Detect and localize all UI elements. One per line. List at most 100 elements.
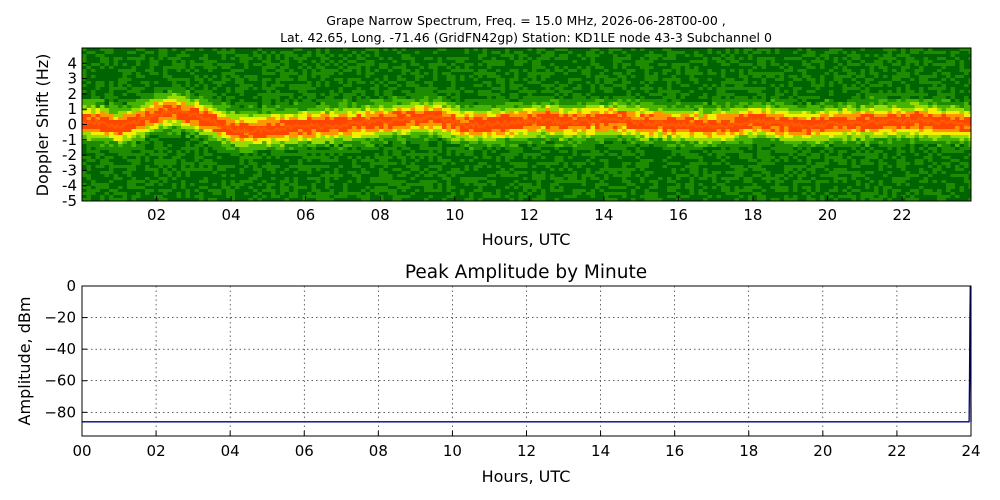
heatmap-cell [248,105,253,108]
heatmap-cell [338,123,343,126]
heatmap-cell [424,126,429,129]
heatmap-cell [257,60,262,63]
heatmap-cell [239,105,244,108]
heatmap-cell [469,48,474,51]
heatmap-cell [302,57,307,60]
heatmap-cell [388,108,393,111]
heatmap-cell [244,165,249,168]
heatmap-cell [158,126,163,129]
heatmap-cell [239,171,244,174]
heatmap-cell [487,129,492,132]
heatmap-cell [473,75,478,78]
heatmap-cell [379,165,384,168]
heatmap-cell [424,102,429,105]
heatmap-cell [419,84,424,87]
heatmap-cell [415,51,420,54]
heatmap-cell [514,156,519,159]
heatmap-cell [379,186,384,189]
heatmap-cell [487,105,492,108]
heatmap-cell [194,84,199,87]
heatmap-cell [100,141,105,144]
heatmap-cell [415,168,420,171]
heatmap-cell [509,69,514,72]
heatmap-cell [244,87,249,90]
heatmap-cell [419,177,424,180]
heatmap-cell [266,147,271,150]
heatmap-cell [455,54,460,57]
heatmap-cell [361,141,366,144]
heatmap-cell [442,132,447,135]
heatmap-cell [460,156,465,159]
heatmap-cell [190,93,195,96]
heatmap-cell [437,126,442,129]
heatmap-cell [82,198,87,201]
heatmap-cell [86,90,91,93]
heatmap-cell [451,75,456,78]
heatmap-cell [131,132,136,135]
heatmap-cell [311,60,316,63]
heatmap-cell [392,156,397,159]
heatmap-cell [149,54,154,57]
heatmap-cell [104,63,109,66]
heatmap-cell [293,105,298,108]
heatmap-cell [320,168,325,171]
heatmap-cell [145,84,150,87]
heatmap-cell [464,114,469,117]
heatmap-cell [356,147,361,150]
heatmap-cell [343,117,348,120]
heatmap-cell [482,105,487,108]
heatmap-cell [352,48,357,51]
heatmap-cell [505,165,510,168]
heatmap-cell [307,63,312,66]
heatmap-cell [469,96,474,99]
heatmap-cell [221,51,226,54]
heatmap-cell [365,132,370,135]
heatmap-cell [266,186,271,189]
heatmap-cell [473,93,478,96]
heatmap-cell [172,60,177,63]
heatmap-cell [374,177,379,180]
heatmap-cell [221,141,226,144]
heatmap-cell [343,48,348,51]
heatmap-cell [113,159,118,162]
heatmap-cell [478,198,483,201]
heatmap-cell [248,135,253,138]
heatmap-cell [428,120,433,123]
heatmap-cell [469,84,474,87]
heatmap-cell [167,51,172,54]
heatmap-cell [379,99,384,102]
heatmap-cell [190,147,195,150]
heatmap-cell [149,93,154,96]
heatmap-cell [442,96,447,99]
heatmap-cell [262,66,267,69]
heatmap-cell [406,144,411,147]
heatmap-cell [518,141,523,144]
heatmap-cell [455,192,460,195]
heatmap-cell [176,78,181,81]
heatmap-cell [176,156,181,159]
heatmap-cell [253,66,258,69]
heatmap-cell [158,72,163,75]
heatmap-cell [482,180,487,183]
heatmap-cell [370,75,375,78]
heatmap-cell [455,162,460,165]
heatmap-cell [487,198,492,201]
heatmap-cell [284,78,289,81]
heatmap-cell [293,126,298,129]
heatmap-cell [338,159,343,162]
heatmap-cell [356,195,361,198]
heatmap-cell [289,132,294,135]
heatmap-cell [388,177,393,180]
heatmap-cell [410,195,415,198]
heatmap-cell [257,165,262,168]
heatmap-cell [127,129,132,132]
heatmap-cell [325,111,330,114]
heatmap-cell [361,69,366,72]
heatmap-cell [158,141,163,144]
heatmap-cell [176,114,181,117]
heatmap-cell [514,192,519,195]
heatmap-cell [433,150,438,153]
heatmap-cell [428,102,433,105]
heatmap-cell [388,84,393,87]
heatmap-cell [95,195,100,198]
